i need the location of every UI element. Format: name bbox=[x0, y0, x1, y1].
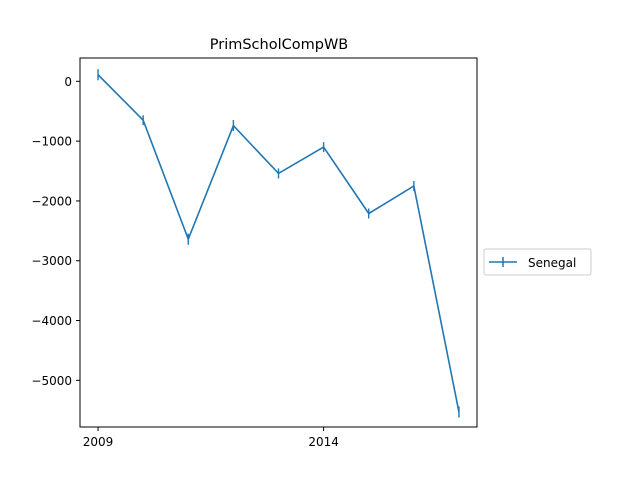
axes: 2009 2014 0 −1000 −2000 −3000 −4000 −5000 bbox=[31, 75, 338, 449]
y-tick-label--5000: −5000 bbox=[31, 374, 72, 388]
plot-area bbox=[97, 69, 460, 418]
chart-title: PrimScholCompWB bbox=[210, 37, 348, 53]
legend-box bbox=[483, 248, 592, 276]
x-tick-label-2014: 2014 bbox=[308, 435, 339, 449]
y-tick-label-0: 0 bbox=[64, 75, 72, 89]
y-tick-label--4000: −4000 bbox=[31, 314, 72, 328]
legend: Senegal bbox=[483, 248, 592, 276]
x-tick-label-2009: 2009 bbox=[83, 435, 114, 449]
y-tick-label--3000: −3000 bbox=[31, 254, 72, 268]
y-tick-label--1000: −1000 bbox=[31, 135, 72, 149]
y-tick-label--2000: −2000 bbox=[31, 194, 72, 208]
legend-label-senegal: Senegal bbox=[528, 256, 576, 270]
plot-frame bbox=[79, 57, 478, 428]
